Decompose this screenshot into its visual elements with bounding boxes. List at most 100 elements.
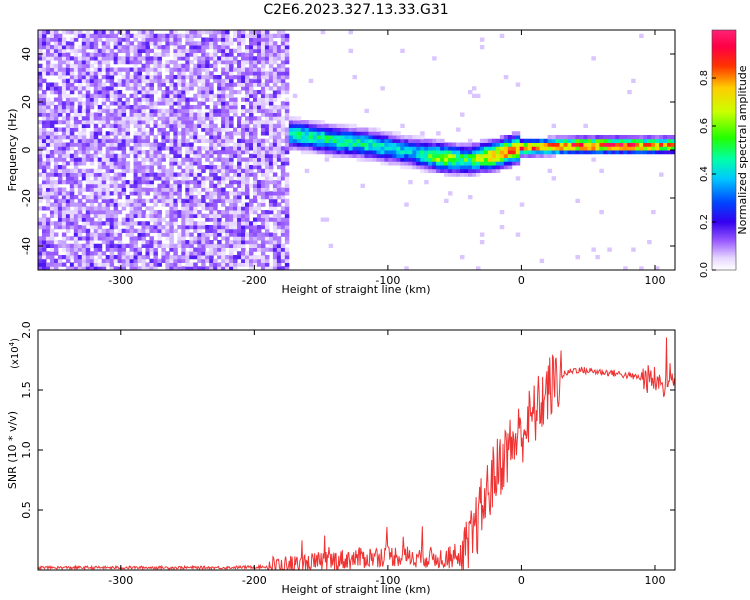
spectrogram-cell bbox=[49, 240, 55, 245]
spectrogram-cell bbox=[141, 213, 146, 218]
spectrogram-cell bbox=[276, 131, 282, 136]
spectrogram-cell bbox=[336, 131, 342, 136]
spectrogram-cell bbox=[49, 180, 55, 185]
spectrogram-cell bbox=[225, 75, 230, 80]
spectrogram-cell bbox=[229, 191, 234, 196]
spectrogram-cell bbox=[471, 165, 477, 170]
spectrogram-cell bbox=[41, 232, 47, 237]
spectrogram-cell bbox=[109, 146, 115, 151]
spectrogram-cell bbox=[503, 146, 509, 151]
spectrogram-cell bbox=[225, 221, 230, 226]
spectrogram-cell bbox=[69, 142, 75, 147]
spectrogram-cell bbox=[137, 255, 143, 260]
spectrogram-cell bbox=[288, 123, 294, 128]
spectrogram-cell bbox=[133, 56, 139, 61]
spectrogram-cell bbox=[368, 135, 373, 140]
spectrogram-cell bbox=[241, 187, 246, 192]
spectrogram-cell bbox=[463, 165, 469, 170]
spectrogram-cell bbox=[85, 243, 91, 248]
spectrogram-cell bbox=[77, 150, 83, 155]
spectrogram-cell bbox=[332, 123, 338, 128]
spectrogram-cell bbox=[193, 236, 198, 241]
spectrogram-cell bbox=[436, 168, 441, 173]
spectrogram-cell bbox=[460, 255, 465, 260]
spectrogram-cell bbox=[69, 221, 75, 226]
spectrogram-cell bbox=[109, 183, 115, 188]
spectrogram-cell bbox=[460, 157, 465, 162]
spectrogram-cell bbox=[161, 37, 166, 42]
spectrogram-cell bbox=[392, 161, 397, 166]
spectrogram-cell bbox=[268, 217, 274, 222]
spectrogram-cell bbox=[209, 135, 214, 140]
spectrogram-cell bbox=[260, 221, 266, 226]
spectrogram-cell bbox=[149, 236, 154, 241]
spectrogram-cell bbox=[344, 138, 350, 143]
spectrogram-cell bbox=[97, 165, 103, 170]
spectrogram-cell bbox=[153, 240, 158, 245]
spectrogram-cell bbox=[225, 176, 230, 181]
spectrogram-cell bbox=[137, 86, 143, 91]
spectrogram-cell bbox=[85, 247, 91, 252]
spectrogram-cell bbox=[113, 206, 119, 211]
spectrogram-cell bbox=[260, 255, 266, 260]
spectrogram-cell bbox=[93, 225, 99, 230]
spectrogram-cell bbox=[133, 168, 139, 173]
spectrogram-cell bbox=[280, 172, 286, 177]
spectrogram-cell bbox=[249, 168, 254, 173]
spectrogram-cell bbox=[129, 225, 135, 230]
spectrogram-cell bbox=[117, 41, 123, 46]
spectrogram-cell bbox=[268, 75, 274, 80]
spectrogram-cell bbox=[65, 180, 71, 185]
spectrogram-cell bbox=[213, 213, 218, 218]
spectrogram-cell bbox=[65, 213, 71, 218]
spectrogram-cell bbox=[69, 63, 75, 68]
spectrogram-cell bbox=[479, 153, 485, 158]
spectrogram-cell bbox=[205, 78, 210, 83]
spectrogram-cell bbox=[165, 63, 170, 68]
spectrogram-cell bbox=[189, 266, 194, 270]
spectrogram-cell bbox=[109, 30, 115, 35]
spectrogram-cell bbox=[161, 112, 166, 117]
spectrogram-cell bbox=[308, 146, 314, 151]
spectrogram-cell bbox=[245, 202, 250, 207]
spectrogram-cell bbox=[225, 52, 230, 57]
spectrogram-cell bbox=[173, 187, 178, 192]
spectrogram-cell bbox=[368, 138, 373, 143]
spectrogram-cell bbox=[89, 101, 95, 106]
spectrogram-cell bbox=[312, 131, 318, 136]
spectrogram-cell bbox=[57, 67, 63, 72]
spectrogram-cell bbox=[209, 30, 214, 35]
spectrogram-cell bbox=[591, 56, 596, 61]
spectrogram-cell bbox=[117, 142, 123, 147]
spectrogram-cell bbox=[65, 116, 71, 121]
spectrogram-cell bbox=[57, 63, 63, 68]
spectrogram-cell bbox=[105, 75, 111, 80]
spectrogram-cell bbox=[125, 71, 131, 76]
spectrogram-cell bbox=[471, 146, 477, 151]
spectrogram-cell bbox=[181, 176, 186, 181]
spectrogram-cell bbox=[129, 180, 135, 185]
spectrogram-cell bbox=[141, 127, 146, 132]
spectrogram-cell bbox=[348, 138, 354, 143]
spectrogram-cell bbox=[213, 56, 218, 61]
spectrogram-cell bbox=[73, 60, 79, 65]
spectrogram-cell bbox=[372, 153, 377, 158]
spectrogram-cell bbox=[499, 142, 505, 147]
spectrogram-cell bbox=[197, 243, 202, 248]
spectrogram-cell bbox=[38, 251, 43, 256]
spectrogram-cell bbox=[169, 101, 174, 106]
spectrogram-cell bbox=[89, 240, 95, 245]
spectrogram-cell bbox=[125, 67, 131, 72]
spectrogram-x-ticks: -300 -200 -100 0 100 bbox=[108, 30, 665, 287]
spectrogram-cell bbox=[69, 75, 75, 80]
spectrogram-cell bbox=[229, 56, 234, 61]
spectrogram-cell bbox=[197, 183, 202, 188]
spectrogram-cell bbox=[348, 48, 354, 53]
spectrogram-cell bbox=[252, 45, 258, 50]
spectrogram-cell bbox=[69, 176, 75, 181]
spectrogram-cell bbox=[89, 142, 95, 147]
spectrogram-cell bbox=[149, 112, 154, 117]
spectrogram-cell bbox=[77, 225, 83, 230]
spectrogram-cell bbox=[169, 161, 174, 166]
spectrogram-cell bbox=[77, 67, 83, 72]
